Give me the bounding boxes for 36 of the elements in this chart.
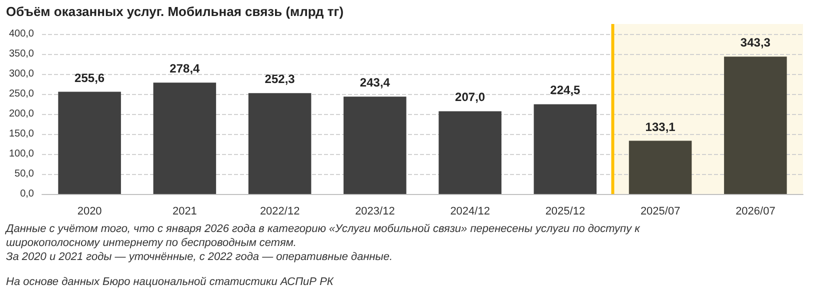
x-tick-label: 2024/12 — [450, 206, 490, 218]
data-label: 243,4 — [360, 76, 390, 90]
x-tick-label: 2020 — [77, 206, 102, 218]
bar — [628, 140, 692, 194]
y-tick-label: 50,0 — [14, 168, 34, 180]
y-tick-label: 150,0 — [8, 128, 34, 140]
y-tick-label: 300,0 — [8, 68, 34, 80]
data-label: 133,1 — [645, 120, 676, 134]
x-tick-label: 2022/12 — [260, 206, 300, 218]
x-tick-label: 2025/12 — [545, 206, 586, 218]
y-tick-label: 200,0 — [8, 108, 34, 120]
bar — [248, 93, 312, 194]
x-tick-label: 2023/12 — [355, 206, 395, 218]
data-label: 252,3 — [264, 72, 296, 86]
y-tick-label: 350,0 — [8, 48, 34, 60]
data-label: 207,0 — [455, 90, 486, 104]
data-label: 278,4 — [170, 62, 200, 76]
data-label: 255,6 — [74, 70, 105, 85]
y-tick-label: 250,0 — [8, 88, 34, 100]
y-tick-label: 0,0 — [20, 188, 34, 200]
x-tick-label: 2026/07 — [736, 206, 776, 218]
bar — [438, 111, 502, 194]
chart-title: Объём оказанных услуг. Мобильная связь (млрд тг) — [6, 4, 344, 19]
data-label: 343,3 — [740, 36, 771, 50]
bar — [344, 96, 406, 194]
data-label: 224,5 — [550, 83, 581, 98]
y-tick-label: 400,0 — [8, 28, 34, 40]
y-tick-label: 100,0 — [8, 148, 34, 160]
bar — [153, 82, 216, 194]
bar — [58, 92, 121, 194]
bar — [534, 104, 597, 194]
x-tick-label: 2021 — [172, 206, 197, 218]
text: За 2020 и 2021 годы — уточнённые, с 2022 года — оперативные данные. — [6, 250, 394, 264]
text: Данные с учётом того, что с января 2026 года в категорию «Услуги мобильной связи» перенесены услуги по доступу к широкополосному интернету по беспроводным сетям. — [6, 222, 641, 250]
x-tick-label: 2025/07 — [640, 206, 680, 218]
text: На основе данных Бюро национальной статистики АСПиР РК — [6, 275, 335, 289]
